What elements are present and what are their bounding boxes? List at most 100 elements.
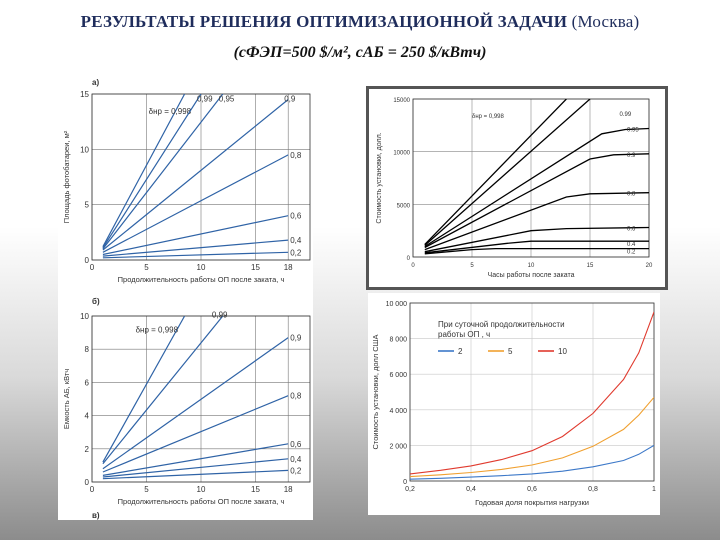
y-tick-label: 0: [403, 479, 407, 486]
series-label: 0,8: [290, 151, 302, 160]
series-line: [102, 458, 289, 478]
y-tick-label: 4: [85, 412, 90, 421]
legend-entry: 10: [558, 347, 567, 356]
x-tick-label: 18: [284, 263, 293, 272]
x-tick-label: 10: [197, 263, 206, 272]
x-tick-label: 10: [528, 263, 535, 269]
x-tick-label: 0,8: [588, 486, 598, 493]
plot-frame: [409, 302, 655, 482]
series-line: [102, 316, 224, 465]
x-axis-label: Продолжительность работы ОП после заката…: [118, 497, 285, 506]
series-label: δнр = 0,998: [149, 107, 192, 116]
legend-title-line: При суточной продолжительности работы ОП …: [438, 320, 565, 339]
series-line: [410, 396, 654, 478]
series-label: 0.6: [627, 227, 636, 233]
x-tick-label: 5: [144, 485, 149, 494]
series-label: δнр = 0,998: [136, 326, 179, 335]
x-tick-label: 18: [284, 485, 293, 494]
plot-frame: [412, 98, 650, 258]
x-tick-label: 1: [652, 486, 656, 493]
chart-panel-a: 0 5 10 15 18 0 5 10 15 δнр = 0,998 0,99 0,95 0,9 0,8 0…: [58, 74, 313, 292]
series-line: [102, 154, 289, 253]
x-tick-label: 0,6: [527, 486, 537, 493]
y-tick-label: 8: [85, 345, 90, 354]
series-line: [102, 239, 289, 257]
panel-label-c: в): [92, 511, 100, 520]
series-line: [424, 153, 649, 249]
y-tick-label: 6 000: [389, 372, 407, 379]
series-line: [410, 311, 654, 475]
series-label: 0,4: [290, 455, 302, 464]
series-label: 0,2: [290, 248, 302, 257]
series-label: 0,99: [212, 311, 228, 320]
x-tick-label: 20: [646, 263, 653, 269]
series-line: [424, 247, 649, 255]
series-label: 0.95: [627, 127, 639, 133]
y-tick-label: 10: [80, 312, 89, 321]
panel-label-a: а): [92, 78, 99, 87]
series-label: 0,4: [290, 236, 302, 245]
x-axis-label: Продолжительность работы ОП после заката…: [118, 275, 285, 284]
series-label: 0,6: [290, 440, 302, 449]
y-tick-label: 0: [85, 478, 90, 487]
x-tick-label: 0: [90, 485, 95, 494]
title-city: (Москва): [571, 12, 640, 31]
y-tick-label: 8 000: [389, 337, 407, 344]
series-line: [424, 240, 649, 254]
x-tick-label: 15: [587, 263, 594, 269]
y-tick-label: 2: [85, 445, 90, 454]
series-line: [102, 469, 289, 480]
x-tick-label: 0: [90, 263, 95, 272]
series-label: 0,2: [290, 466, 302, 475]
y-tick-label: 4 000: [389, 408, 407, 415]
x-tick-label: 5: [470, 263, 474, 269]
y-tick-label: 6: [85, 378, 90, 387]
x-axis-label: Годовая доля покрытия нагрузки: [475, 498, 589, 507]
series-label: 0.2: [627, 250, 636, 256]
y-tick-label: 10000: [393, 151, 410, 157]
chart-cost-vs-hours: 0 5 10 15 20 0 5000 10000 15000 δнр = 0,998 0.99 0.…: [376, 98, 653, 279]
series-label: 0.99: [620, 112, 632, 118]
series-line: [102, 443, 289, 476]
y-tick-label: 10: [80, 145, 89, 154]
chart-area-photobattery: 0 5 10 15 18 0 5 10 15 δнр = 0,998 0,99 0,95 0,9 0,8 0…: [62, 78, 311, 284]
y-tick-label: 0: [407, 256, 411, 262]
x-tick-label: 0: [411, 263, 415, 269]
y-tick-label: 5000: [397, 203, 411, 209]
panel-label-b: б): [92, 297, 100, 306]
series-line: [102, 337, 289, 470]
series-label: 0.9: [627, 153, 636, 159]
series-line: [102, 99, 289, 251]
x-tick-label: 5: [144, 263, 149, 272]
series-label: 0,8: [290, 392, 302, 401]
series-line: [424, 192, 649, 251]
x-axis-label: Часы работы после заката: [488, 271, 575, 279]
y-tick-label: 0: [85, 256, 90, 265]
series-line: [102, 94, 224, 250]
x-tick-label: 15: [251, 485, 260, 494]
series-line: [424, 99, 591, 246]
chart-panel-b: 0 5 10 15 18 0 2 4 6 8 10 δнр = 0,998 0,99 0,9 0,8 0,6 0…: [58, 290, 313, 520]
series-label: 0,95: [219, 95, 235, 104]
series-line: [102, 94, 186, 247]
chart-panel-cost-share: 0,2 0,4 0,6 0,8 1 0 2 000 4 000 6 000 8 000 10 000…: [368, 293, 660, 515]
legend-title-part: При суточной продолжительности: [438, 320, 565, 329]
y-tick-label: 2 000: [389, 443, 407, 450]
series-line: [102, 316, 186, 463]
y-axis-label: Стоимость установки, долл.: [376, 132, 383, 223]
series-line: [424, 99, 567, 245]
y-axis-label: Емкость АБ, кВтч: [62, 369, 71, 429]
series-line: [102, 395, 289, 473]
y-axis-label: Площадь фотобатареи, м²: [62, 130, 71, 223]
title-main: РЕЗУЛЬТАТЫ РЕШЕНИЯ ОПТИМИЗАЦИОННОЙ ЗАДАЧ…: [80, 12, 568, 31]
series-line: [424, 127, 649, 248]
legend-title-part: работы ОП , ч: [438, 330, 490, 339]
plot-frame: [91, 315, 311, 483]
x-tick-label: 10: [197, 485, 206, 494]
chart-panel-cost-hours: 0 5 10 15 20 0 5000 10000 15000 δнр = 0,998 0.99 0.…: [366, 86, 668, 290]
series-line: [102, 215, 289, 256]
series-line: [424, 226, 649, 253]
page-subtitle: (сФЭП=500 $/м², сАБ = 250 $/кВтч): [233, 44, 487, 61]
series-label: 0.4: [627, 242, 636, 248]
